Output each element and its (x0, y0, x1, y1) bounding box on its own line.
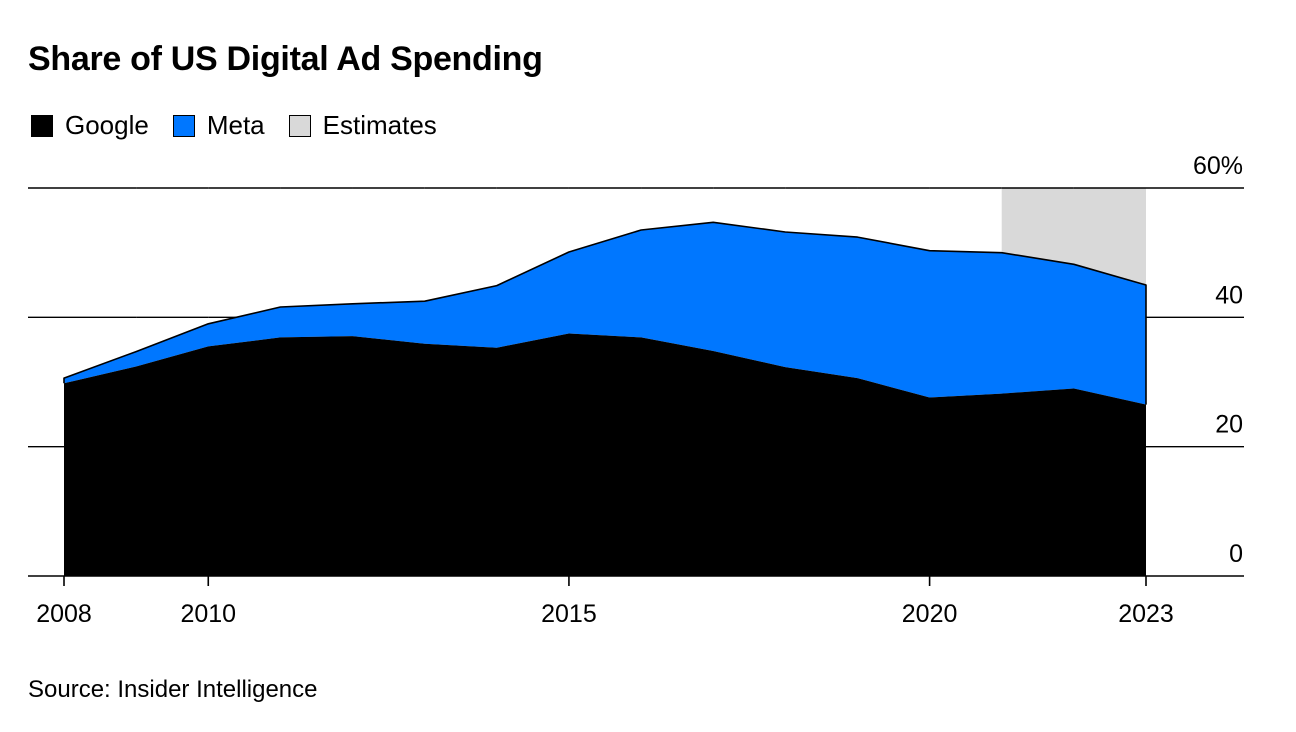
google-area (64, 333, 1146, 576)
y-tick-label-40: 40 (1215, 281, 1243, 309)
legend: Google Meta Estimates (31, 110, 461, 141)
x-tick-label-2008: 2008 (36, 600, 92, 628)
x-tick-label-2015: 2015 (541, 600, 597, 628)
y-tick-label-60: 60% (1193, 152, 1243, 180)
x-tick-label-2020: 2020 (902, 600, 958, 628)
legend-swatch-meta (172, 114, 195, 137)
legend-label-google: Google (65, 110, 149, 140)
legend-label-estimates: Estimates (322, 110, 437, 140)
legend-swatch-google (31, 114, 53, 137)
meta-area (64, 222, 1146, 405)
y-tick-label-0: 0 (1229, 540, 1243, 568)
legend-item-meta: Meta (172, 110, 265, 141)
total-outline (63, 221, 1147, 405)
x-tick-label-2023: 2023 (1118, 600, 1174, 628)
chart-title: Share of US Digital Ad Spending (28, 40, 543, 78)
y-tick-label-20: 20 (1215, 411, 1243, 439)
legend-item-google: Google (31, 110, 149, 141)
x-tick-label-2010: 2010 (180, 600, 236, 628)
source-note: Source: Insider Intelligence (28, 676, 318, 703)
legend-item-estimates: Estimates (288, 110, 437, 141)
legend-swatch-estimates (288, 114, 311, 137)
legend-label-meta: Meta (206, 110, 265, 140)
